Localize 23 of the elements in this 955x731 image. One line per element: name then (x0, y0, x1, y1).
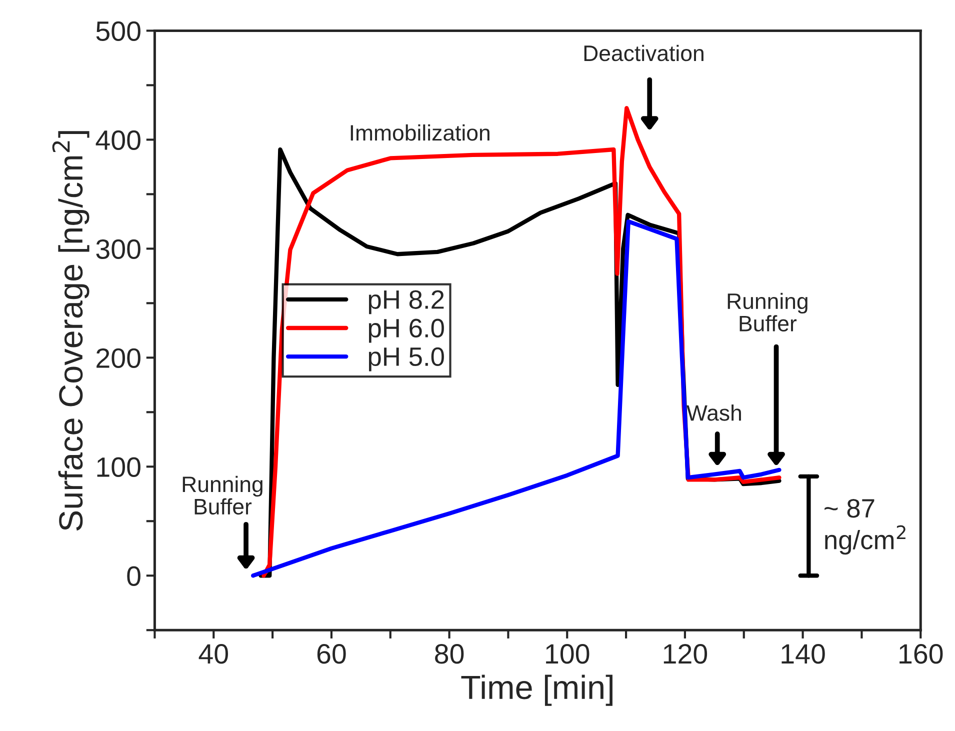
annotation: ~ 87 ng/cm$^{2}$ (824, 499, 906, 555)
y-tick-label: 100 (97, 457, 140, 477)
y-axis-title: Surface Coverage [ng/cm$^{2}$] (52, 131, 90, 531)
annotation: Running Buffer (182, 476, 262, 515)
y-tick-label: 400 (96, 130, 140, 150)
legend-label: pH 8.2 (368, 290, 444, 314)
y-tick-label: 0 (127, 566, 140, 586)
annotation: Deactivation (584, 44, 704, 62)
y-tick-label: 500 (96, 21, 140, 42)
annotation: Running Buffer (728, 292, 808, 332)
x-tick-label: 160 (900, 644, 943, 664)
x-tick-label: 100 (546, 644, 590, 664)
legend-label: pH 5.0 (368, 347, 444, 372)
annotation: Immobilization (350, 124, 490, 141)
y-tick-label: 300 (96, 239, 140, 260)
legend-label: pH 6.0 (368, 318, 444, 343)
x-tick-label: 80 (435, 644, 464, 664)
x-tick-label: 60 (317, 644, 346, 664)
x-axis-title: Time [min] (461, 674, 612, 706)
y-tick-label: 200 (96, 348, 140, 368)
x-tick-label: 120 (664, 644, 708, 664)
x-tick-label: 140 (782, 644, 825, 664)
x-tick-label: 40 (198, 644, 228, 664)
